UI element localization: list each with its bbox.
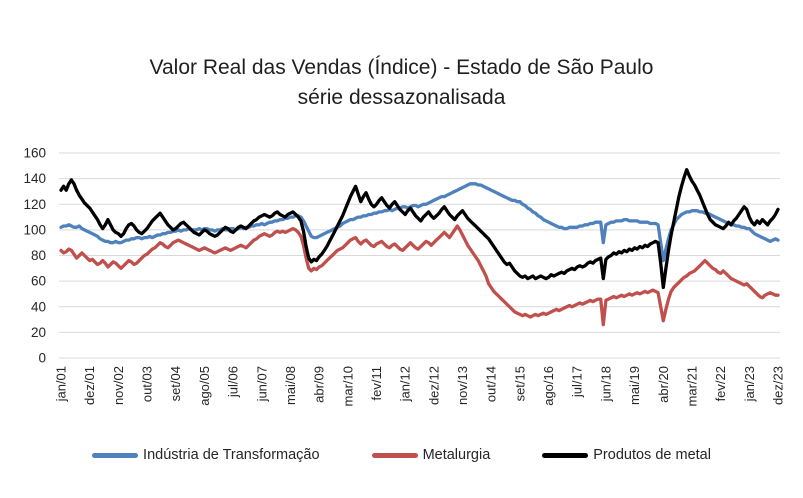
x-axis-tick-label: jul/17 — [570, 366, 585, 398]
x-axis-tick-label: jan/23 — [742, 366, 757, 402]
legend-line-swatch-blue — [92, 452, 139, 458]
y-axis-tick-label: 60 — [31, 274, 46, 289]
series-line-ind-stria-de-transforma-o — [59, 182, 780, 263]
y-axis-tick-label: 0 — [38, 351, 46, 366]
x-axis-tick-label: jan/01 — [54, 366, 69, 402]
x-axis-tick-label: jun/07 — [254, 366, 269, 402]
x-axis-tick-label: ago/16 — [541, 366, 556, 406]
y-axis-tick-label: 160 — [23, 146, 46, 161]
chart-title-line1: Valor Real das Vendas (Índice) - Estado … — [149, 56, 654, 79]
y-axis-tick-label: 40 — [31, 299, 46, 314]
x-axis-tick-label: jun/18 — [598, 366, 613, 402]
x-axis-tick-label: set/04 — [168, 366, 183, 401]
y-axis-tick-label: 80 — [31, 248, 46, 263]
x-axis-tick-label: jul/06 — [226, 366, 241, 398]
x-axis-tick-label: ago/05 — [197, 366, 212, 406]
x-axis-tick-label: fev/11 — [369, 366, 384, 400]
x-axis-tick-label: dez/01 — [82, 366, 97, 405]
y-axis-tick-label: 140 — [23, 171, 46, 186]
chart-title-line2: série dessazonalisada — [297, 86, 506, 109]
x-axis-tick-label: mai/19 — [627, 366, 642, 405]
legend-item-produtos: Produtos de metal — [542, 447, 711, 463]
x-axis-tick-label: mar/21 — [684, 366, 699, 406]
x-axis-tick-label: dez/12 — [426, 366, 441, 405]
x-axis-tick-label: out/03 — [140, 366, 155, 402]
x-axis-tick-label: mar/10 — [340, 366, 355, 406]
x-axis-tick-label: mai/08 — [283, 366, 298, 405]
y-axis-tick-label: 20 — [31, 325, 46, 340]
legend-item-industria: Indústria de Transformação — [92, 447, 320, 463]
y-axis-tick-label: 100 — [23, 222, 46, 237]
chart-title: Valor Real das Vendas (Índice) - Estado … — [0, 53, 803, 113]
x-axis-tick-label: jan/12 — [398, 366, 413, 402]
x-axis-tick-label: out/14 — [484, 366, 499, 402]
x-axis-tick-label: abr/20 — [656, 366, 671, 403]
legend-label: Metalurgia — [422, 447, 491, 463]
x-axis-tick-label: fev/22 — [713, 366, 728, 401]
legend-line-swatch-red — [371, 452, 418, 458]
x-axis-tick-label: nov/13 — [455, 366, 470, 405]
x-axis-tick-label: abr/09 — [312, 366, 327, 403]
legend-label: Indústria de Transformação — [143, 447, 320, 463]
x-axis-tick-label: set/15 — [512, 366, 527, 401]
y-axis-tick-label: 120 — [23, 197, 46, 212]
legend-line-swatch-black — [542, 452, 589, 458]
x-axis-tick-label: dez/23 — [771, 366, 786, 405]
series-line-metalurgia — [59, 224, 780, 327]
legend-item-metalurgia: Metalurgia — [371, 447, 491, 463]
legend: Indústria de Transformação Metalurgia Pr… — [0, 447, 803, 463]
series-line-produtos-de-metal — [59, 168, 780, 290]
x-axis-tick-label: nov/02 — [111, 366, 126, 405]
legend-label: Produtos de metal — [593, 447, 711, 463]
